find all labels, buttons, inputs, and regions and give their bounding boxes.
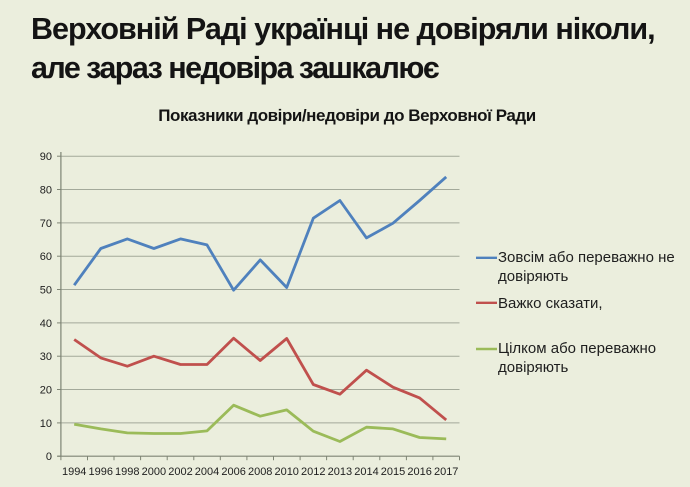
svg-text:2015: 2015 bbox=[381, 466, 405, 478]
svg-text:0: 0 bbox=[46, 451, 52, 463]
svg-text:2014: 2014 bbox=[354, 466, 378, 478]
svg-text:2008: 2008 bbox=[248, 466, 272, 478]
svg-text:1998: 1998 bbox=[115, 466, 139, 478]
svg-text:60: 60 bbox=[40, 251, 52, 263]
svg-text:2002: 2002 bbox=[168, 466, 192, 478]
svg-text:2017: 2017 bbox=[434, 466, 458, 478]
svg-text:2012: 2012 bbox=[301, 466, 325, 478]
svg-text:2010: 2010 bbox=[274, 466, 298, 478]
svg-text:20: 20 bbox=[40, 385, 52, 397]
svg-text:2016: 2016 bbox=[407, 466, 431, 478]
svg-text:80: 80 bbox=[40, 185, 52, 197]
svg-text:1996: 1996 bbox=[89, 466, 113, 478]
svg-text:1994: 1994 bbox=[62, 466, 86, 478]
svg-text:2006: 2006 bbox=[221, 466, 245, 478]
svg-text:70: 70 bbox=[40, 218, 52, 230]
svg-text:2000: 2000 bbox=[142, 466, 166, 478]
svg-text:30: 30 bbox=[40, 351, 52, 363]
svg-text:90: 90 bbox=[40, 151, 52, 163]
svg-text:10: 10 bbox=[40, 418, 52, 430]
svg-text:40: 40 bbox=[40, 318, 52, 330]
svg-text:50: 50 bbox=[40, 285, 52, 297]
svg-text:2004: 2004 bbox=[195, 466, 219, 478]
svg-text:2013: 2013 bbox=[328, 466, 352, 478]
